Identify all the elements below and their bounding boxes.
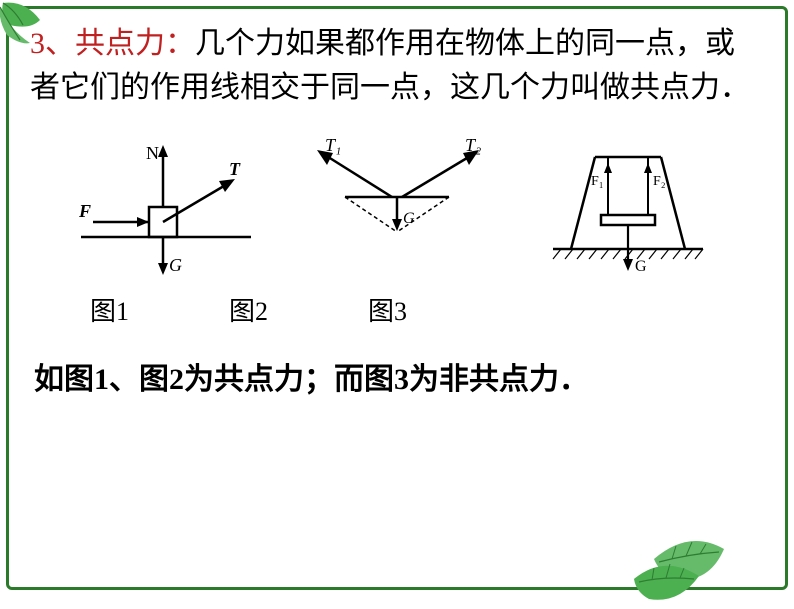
caption-2: 图2	[229, 291, 268, 328]
caption-1: 图1	[90, 291, 129, 328]
diagram-1: N G F T	[50, 137, 281, 277]
label-F1: F₁	[591, 174, 604, 189]
label-G3: G	[635, 258, 647, 275]
label-T: T	[229, 159, 241, 179]
slide-content: 3、共点力：几个力如果都作用在物体上的同一点，或者它们的作用线相交于同一点，这几…	[30, 22, 764, 402]
conclusion-text: 如图1、图2为共点力；而图3为非共点力．	[30, 358, 764, 402]
label-T1: T₁	[325, 137, 341, 155]
definition-sep: 、	[45, 27, 75, 60]
definition-term: 共点力：	[75, 27, 195, 60]
label-F2: F₂	[653, 174, 666, 189]
diagram-3: F₁ F₂ G	[513, 137, 744, 277]
captions-row: 图1 图2 图3	[30, 291, 764, 328]
caption-3: 图3	[368, 291, 407, 328]
label-N: N	[146, 143, 159, 163]
diagram-2: T₁ T₂ G	[281, 137, 512, 277]
definition-text: 3、共点力：几个力如果都作用在物体上的同一点，或者它们的作用线相交于同一点，这几…	[30, 22, 764, 109]
label-T2: T₂	[465, 137, 481, 155]
diagrams-row: N G F T T₁	[30, 137, 764, 277]
label-G1: G	[169, 255, 182, 275]
definition-number: 3	[30, 27, 45, 60]
label-G2: G	[403, 210, 415, 227]
leaf-decoration-bottom-right	[614, 504, 734, 604]
label-F: F	[78, 201, 91, 221]
